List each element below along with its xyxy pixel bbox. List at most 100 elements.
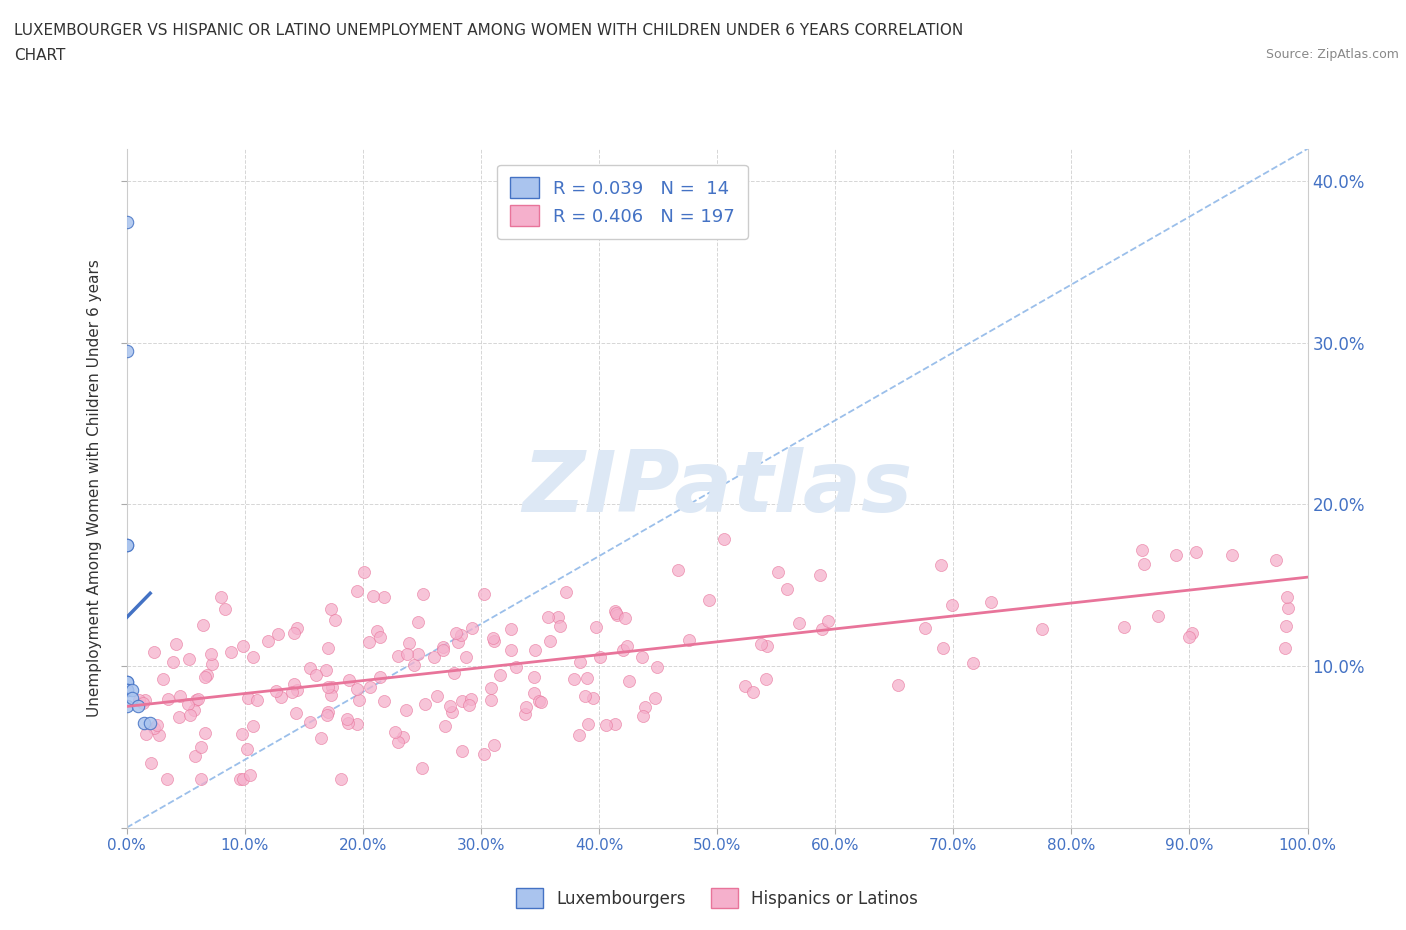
Point (1147, 609, 1170, 624)
Point (941, 598, 963, 613)
Point (162, 655, 184, 670)
Point (887, 677, 910, 692)
Point (184, 748, 207, 763)
Point (439, 698, 461, 713)
Legend: Luxembourgers, Hispanics or Latinos: Luxembourgers, Hispanics or Latinos (510, 882, 924, 914)
Point (537, 609, 560, 624)
Point (530, 695, 553, 710)
Point (346, 584, 368, 599)
Point (451, 743, 474, 758)
Point (412, 587, 434, 602)
Point (523, 670, 546, 684)
Point (169, 689, 191, 704)
Point (115, 675, 138, 690)
Y-axis label: Unemployment Among Women with Children Under 6 years: Unemployment Among Women with Children U… (87, 259, 103, 717)
Point (190, 739, 212, 754)
Point (569, 654, 592, 669)
Point (1220, 547, 1243, 562)
Point (257, 634, 280, 649)
Point (1274, 641, 1296, 656)
Point (370, 630, 392, 644)
Point (589, 649, 612, 664)
Point (209, 590, 232, 604)
Point (576, 671, 599, 685)
Point (576, 716, 599, 731)
Point (281, 684, 304, 699)
Point (612, 642, 634, 657)
Point (447, 635, 470, 650)
Point (285, 706, 308, 721)
Point (1275, 590, 1298, 604)
Point (232, 638, 254, 653)
Point (298, 661, 321, 676)
Point (368, 670, 391, 684)
Point (264, 684, 287, 699)
Point (515, 699, 537, 714)
Point (191, 618, 214, 632)
Point (454, 650, 477, 665)
Point (425, 689, 447, 704)
Point (678, 632, 700, 647)
Point (817, 614, 839, 629)
Point (195, 668, 218, 683)
Point (1133, 556, 1156, 571)
Point (749, 637, 772, 652)
Point (155, 772, 177, 787)
Point (482, 737, 505, 752)
Point (316, 641, 339, 656)
Point (756, 639, 779, 654)
Point (443, 666, 465, 681)
Point (127, 699, 149, 714)
Point (645, 659, 668, 674)
Point (186, 693, 208, 708)
Point (128, 693, 150, 708)
Point (741, 684, 763, 699)
Point (482, 633, 505, 648)
Point (214, 601, 236, 616)
Point (167, 710, 190, 724)
Point (283, 677, 305, 692)
Point (336, 711, 359, 726)
Point (413, 697, 436, 711)
Point (547, 609, 569, 624)
Point (194, 725, 217, 740)
Point (734, 678, 756, 693)
Point (115, 675, 138, 690)
Point (980, 594, 1002, 609)
Point (236, 690, 259, 705)
Point (811, 621, 834, 636)
Point (555, 585, 578, 600)
Text: LUXEMBOURGER VS HISPANIC OR LATINO UNEMPLOYMENT AMONG WOMEN WITH CHILDREN UNDER : LUXEMBOURGER VS HISPANIC OR LATINO UNEMP… (14, 23, 963, 38)
Text: Source: ZipAtlas.com: Source: ZipAtlas.com (1265, 48, 1399, 61)
Point (316, 705, 339, 720)
Point (366, 624, 388, 639)
Point (631, 709, 654, 724)
Text: ZIPatlas: ZIPatlas (522, 446, 912, 530)
Point (713, 531, 735, 546)
Point (373, 590, 395, 604)
Point (505, 659, 527, 674)
Point (267, 627, 290, 642)
Point (357, 635, 380, 650)
Point (395, 703, 418, 718)
Point (472, 586, 495, 601)
Point (239, 767, 262, 782)
Point (755, 671, 778, 686)
Point (458, 698, 481, 712)
Point (236, 741, 259, 756)
Point (135, 726, 157, 741)
Point (472, 747, 495, 762)
Point (179, 652, 201, 667)
Point (1130, 542, 1153, 557)
Point (550, 618, 572, 633)
Point (1264, 552, 1286, 567)
Point (156, 692, 179, 707)
Point (323, 613, 346, 628)
Point (914, 620, 936, 635)
Point (115, 683, 138, 698)
Point (644, 691, 666, 706)
Point (373, 694, 395, 709)
Point (932, 640, 955, 655)
Point (246, 692, 269, 707)
Point (479, 693, 502, 708)
